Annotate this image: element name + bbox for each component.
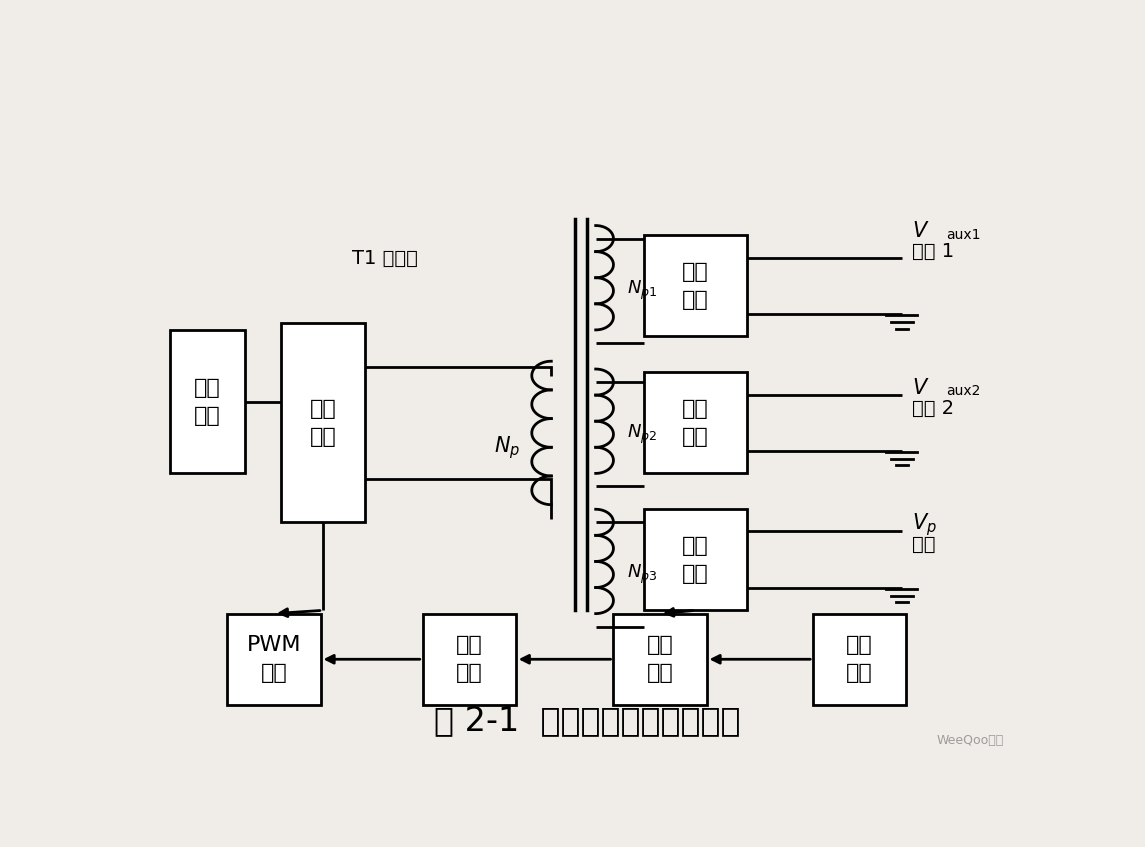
Text: $N_{p3}$: $N_{p3}$ xyxy=(626,563,657,586)
FancyBboxPatch shape xyxy=(423,613,515,705)
Text: 整流
滤波: 整流 滤波 xyxy=(682,262,709,310)
Text: 辅路 2: 辅路 2 xyxy=(913,400,955,418)
Text: $N_p$: $N_p$ xyxy=(493,434,520,461)
Text: 辅路 1: 辅路 1 xyxy=(913,241,955,261)
Text: aux2: aux2 xyxy=(946,385,980,398)
FancyBboxPatch shape xyxy=(645,509,747,611)
Text: $N_{p2}$: $N_{p2}$ xyxy=(626,423,657,446)
Text: T1 变压器: T1 变压器 xyxy=(352,249,418,268)
Text: $N_{p1}$: $N_{p1}$ xyxy=(626,280,657,302)
Text: 基准
电压: 基准 电压 xyxy=(846,635,872,684)
Text: 整流
滤波: 整流 滤波 xyxy=(682,399,709,447)
FancyBboxPatch shape xyxy=(813,613,907,705)
Text: $V$: $V$ xyxy=(913,378,930,398)
FancyBboxPatch shape xyxy=(645,235,747,336)
Text: 整流
滤波: 整流 滤波 xyxy=(682,536,709,584)
FancyBboxPatch shape xyxy=(281,324,365,523)
Text: aux1: aux1 xyxy=(946,228,981,241)
FancyBboxPatch shape xyxy=(614,613,706,705)
Text: PWM
控制: PWM 控制 xyxy=(247,635,301,684)
Text: $V_p$: $V_p$ xyxy=(913,512,938,539)
Text: 图 2-1  多路输出开关电源框图: 图 2-1 多路输出开关电源框图 xyxy=(434,705,740,738)
Text: WeeQoo推库: WeeQoo推库 xyxy=(937,734,1004,747)
Text: 隔离
反馈: 隔离 反馈 xyxy=(456,635,482,684)
FancyBboxPatch shape xyxy=(169,329,245,473)
FancyBboxPatch shape xyxy=(228,613,321,705)
Text: 输入
滤波: 输入 滤波 xyxy=(195,378,221,426)
Text: 功率
变换: 功率 变换 xyxy=(309,399,337,447)
FancyBboxPatch shape xyxy=(645,373,747,473)
Text: 主路: 主路 xyxy=(913,535,935,554)
Text: 采样
比较: 采样 比较 xyxy=(647,635,673,684)
Text: $V$: $V$ xyxy=(913,222,930,241)
